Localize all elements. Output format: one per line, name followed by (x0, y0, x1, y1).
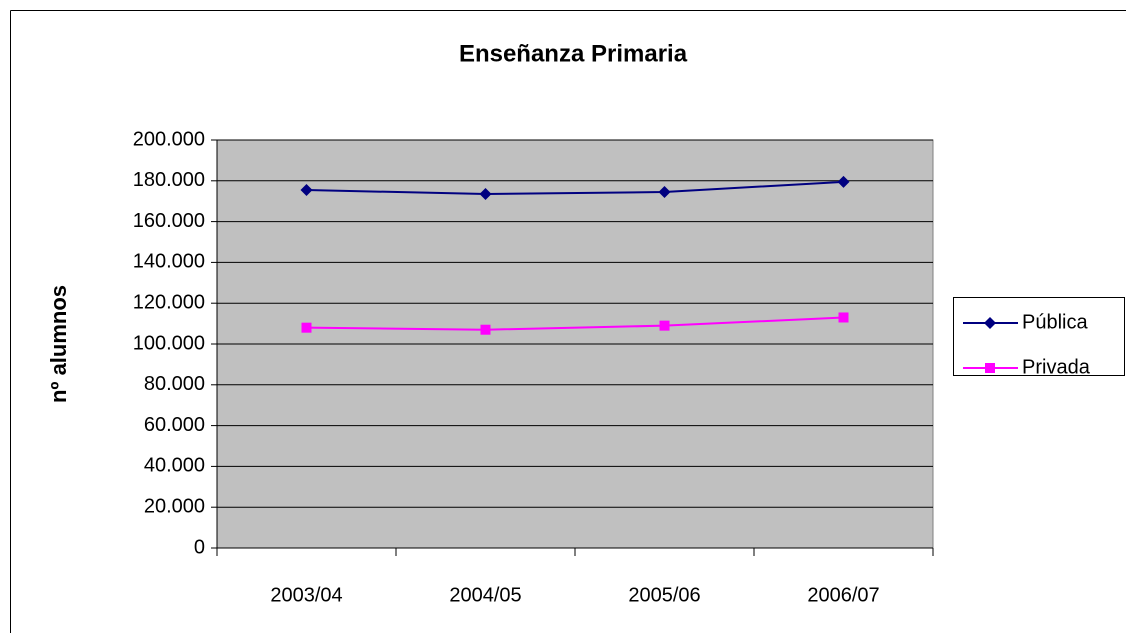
y-tick-label: 60.000 (144, 414, 205, 436)
marker (300, 183, 313, 196)
legend-box (953, 297, 1125, 376)
y-axis-label: nº alumnos (46, 285, 71, 403)
x-tick-label: 2004/05 (449, 584, 521, 606)
marker (838, 312, 849, 323)
series-line (306, 316, 844, 331)
marker (301, 322, 312, 333)
y-tick-label: 40.000 (144, 455, 205, 477)
legend-label: Pública (1022, 311, 1088, 333)
y-tick-label: 80.000 (144, 373, 205, 395)
y-tick-label: 200.000 (133, 128, 205, 150)
y-tick-label: 160.000 (133, 210, 205, 232)
marker (479, 188, 492, 201)
y-tick-label: 140.000 (133, 251, 205, 273)
y-tick-label: 120.000 (133, 291, 205, 313)
y-tick-label: 0 (194, 536, 205, 558)
x-tick-label: 2003/04 (270, 584, 342, 606)
y-tick-label: 20.000 (144, 495, 205, 517)
marker (985, 363, 995, 373)
marker (480, 324, 491, 335)
y-tick-label: 180.000 (133, 169, 205, 191)
marker (837, 175, 850, 188)
x-tick-label: 2005/06 (628, 584, 700, 606)
marker (659, 320, 670, 331)
x-tick-label: 2006/07 (807, 584, 879, 606)
marker (984, 317, 996, 329)
legend-label: Privada (1022, 356, 1091, 378)
marker (658, 186, 671, 199)
series-line (306, 180, 844, 196)
chart-title: Enseñanza Primaria (459, 40, 688, 67)
y-tick-label: 100.000 (133, 332, 205, 354)
